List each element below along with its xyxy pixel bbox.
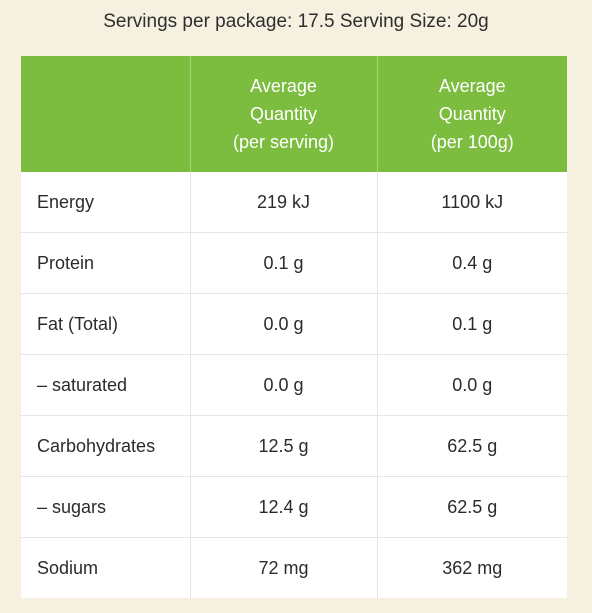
table-header-row: Average Quantity (per serving) Average Q…: [21, 56, 567, 172]
header-per-serving-line-2: Quantity: [249, 104, 318, 124]
per-100g-value: 62.5 g: [376, 415, 567, 477]
nutrient-name: Protein: [21, 232, 190, 294]
per-serving-value: 219 kJ: [189, 172, 377, 233]
header-per-serving: Average Quantity (per serving): [189, 56, 377, 172]
nutrient-name: Energy: [37, 191, 95, 212]
header-per-100g-line-3: (per 100g): [430, 132, 514, 152]
nutrition-table: Average Quantity (per serving) Average Q…: [21, 56, 567, 598]
table-row: Protein 0.1 g 0.4 g: [21, 232, 567, 294]
per-100g-value: 62.5 g: [376, 476, 567, 538]
per-serving-value: 0.1 g: [189, 232, 377, 294]
per-serving-value: 12.5 g: [189, 415, 377, 477]
per-100g-value: 0.4 g: [376, 232, 567, 294]
header-nutrient: [21, 56, 190, 172]
header-per-serving-line-3: (per serving): [232, 132, 335, 152]
table-row: Energy 219 kJ 1100 kJ: [21, 172, 567, 233]
per-100g-value: 0.0 g: [376, 354, 567, 416]
nutrient-name: Sodium: [21, 537, 190, 598]
table-row: Fat (Total) 0.0 g 0.1 g: [21, 293, 567, 355]
header-per-100g-line-2: Quantity: [438, 104, 506, 124]
per-100g-value: 0.1 g: [376, 293, 567, 355]
nutrient-name: Fat (Total): [21, 293, 190, 355]
per-serving-value: 0.0 g: [189, 293, 377, 355]
per-serving-value: 72 mg: [189, 537, 377, 598]
nutrient-name: – saturated: [21, 354, 190, 416]
table-row: Carbohydrates 12.5 g 62.5 g: [21, 415, 567, 477]
per-100g-value: 362 mg: [376, 537, 567, 598]
table-row: – sugars 12.4 g 62.5 g: [21, 476, 567, 538]
table-row: – saturated 0.0 g 0.0 g: [21, 354, 567, 416]
header-per-serving-line-1: Average: [250, 76, 317, 96]
nutrient-name: – sugars: [21, 476, 190, 538]
per-serving-value: 0.0 g: [189, 354, 377, 416]
table-row: Sodium 72 mg 362 mg: [21, 537, 567, 598]
per-serving-value: 12.4 g: [189, 476, 377, 538]
per-100g-value: 1100 kJ: [376, 172, 567, 233]
servings-caption: Servings per package: 17.5 Serving Size:…: [103, 11, 489, 32]
header-per-100g: Average Quantity (per 100g): [376, 56, 567, 172]
header-per-100g-line-1: Average: [438, 76, 506, 96]
nutrient-name: Carbohydrates: [21, 415, 190, 477]
